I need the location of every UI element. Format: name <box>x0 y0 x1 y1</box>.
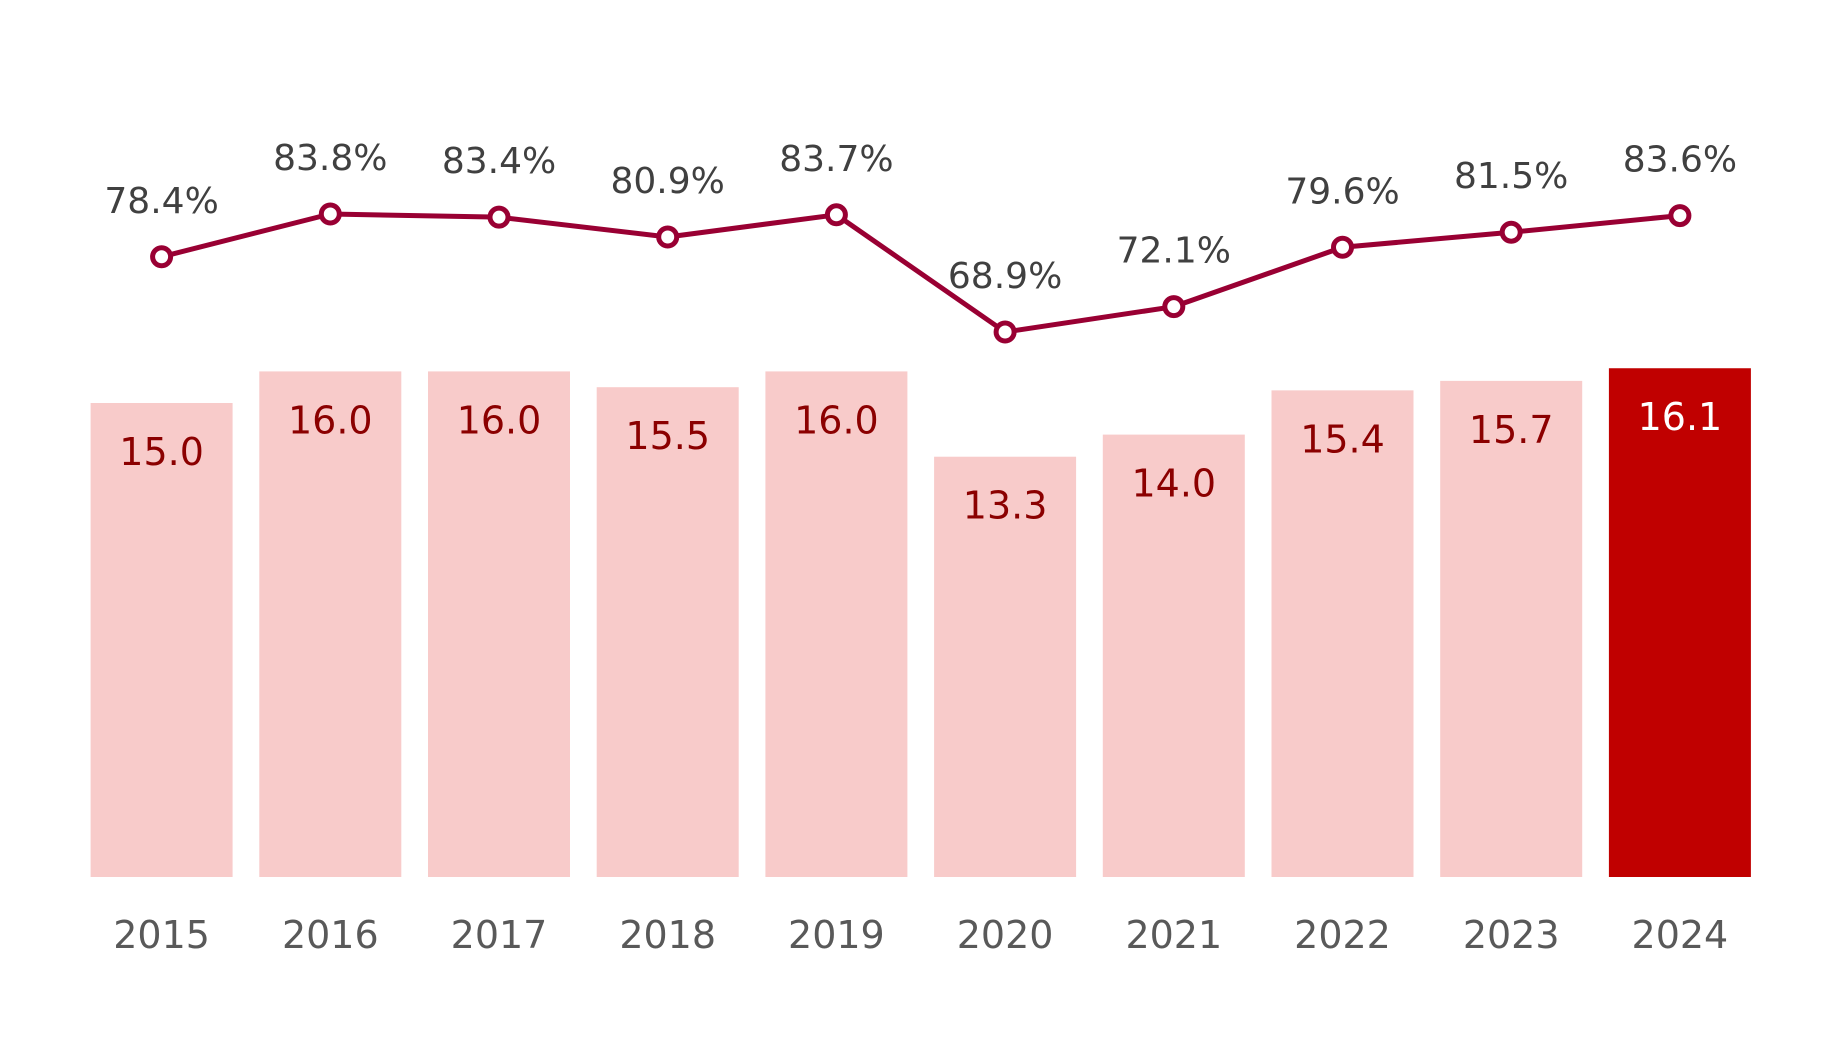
x-tick-label: 2018 <box>619 913 716 957</box>
bar-2016 <box>259 371 402 877</box>
x-tick-label: 2019 <box>788 913 885 957</box>
line-point-2021 <box>1162 295 1186 319</box>
bar-value-label: 15.7 <box>1469 408 1554 452</box>
line-point-2016 <box>318 202 342 226</box>
line-point-2022 <box>1331 235 1354 259</box>
line-value-label: 83.6% <box>1623 140 1737 181</box>
bar-value-label: 15.5 <box>625 414 710 458</box>
x-tick-label: 2017 <box>451 913 548 957</box>
bar-2024 <box>1608 368 1751 877</box>
line-value-label: 80.9% <box>611 161 725 202</box>
line-point-2017 <box>487 205 511 229</box>
line-value-label: 78.4% <box>104 181 218 222</box>
line-value-label: 83.7% <box>779 139 893 180</box>
x-tick-label: 2016 <box>282 913 379 957</box>
bar-2018 <box>596 387 739 877</box>
bar-value-label: 16.0 <box>794 398 879 442</box>
bar-2019 <box>765 371 908 877</box>
line-series <box>160 211 1681 335</box>
bar-value-label: 15.0 <box>119 430 204 474</box>
bar-value-label: 14.0 <box>1131 462 1216 506</box>
bar-value-label: 16.0 <box>288 398 373 442</box>
line-value-label: 83.8% <box>273 138 387 179</box>
line-point-2019 <box>824 203 848 227</box>
x-tick-label: 2015 <box>113 913 210 957</box>
line-point-2024 <box>1668 204 1692 228</box>
x-tick-label: 2020 <box>957 913 1054 957</box>
bar-2021 <box>1102 434 1245 877</box>
bar-2015 <box>90 403 233 877</box>
x-tick-label: 2021 <box>1125 913 1222 957</box>
line-point-2018 <box>656 225 680 249</box>
bar-2017 <box>428 371 570 877</box>
bar-2023 <box>1440 380 1583 877</box>
line-point-2020 <box>993 320 1017 344</box>
x-tick-label: 2022 <box>1294 913 1391 957</box>
bar-value-label: 13.3 <box>963 484 1048 528</box>
x-tick-label: 2024 <box>1632 913 1729 957</box>
bar-value-label: 16.0 <box>457 398 542 442</box>
x-tick-label: 2023 <box>1463 913 1560 957</box>
bar-2020 <box>934 456 1077 877</box>
bar-2022 <box>1271 390 1414 877</box>
bar-value-label: 15.4 <box>1300 417 1385 461</box>
line-value-label: 72.1% <box>1117 231 1231 272</box>
line-point-2015 <box>150 245 174 269</box>
line-value-label: 83.4% <box>442 141 556 182</box>
line-value-label: 79.6% <box>1285 171 1399 212</box>
line-point-2023 <box>1499 220 1523 244</box>
line-value-label: 81.5% <box>1454 156 1568 197</box>
bar-value-label: 16.1 <box>1638 395 1723 439</box>
line-value-label: 68.9% <box>948 256 1062 297</box>
